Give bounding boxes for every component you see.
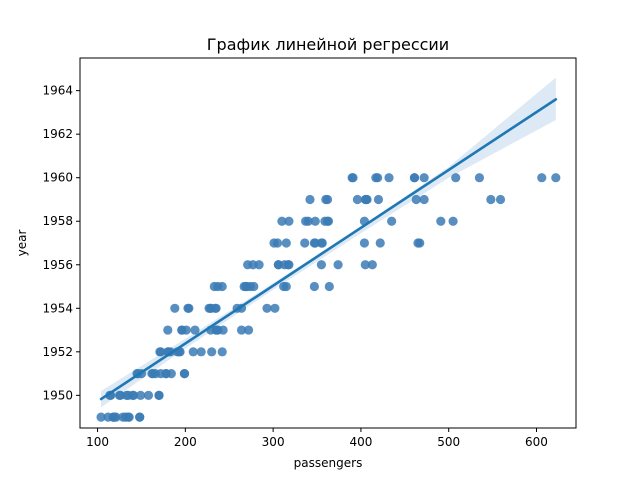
scatter-point — [387, 216, 397, 226]
scatter-point — [96, 412, 106, 422]
scatter-point — [360, 260, 370, 270]
scatter-point — [124, 412, 134, 422]
scatter-point — [279, 281, 289, 292]
scatter-point — [360, 194, 370, 205]
scatter-point — [495, 194, 506, 205]
scatter-point — [272, 238, 283, 248]
scatter-point — [273, 260, 283, 270]
y-tick-label: 1954 — [42, 301, 73, 315]
scatter-point — [243, 260, 253, 270]
scatter-point — [243, 325, 254, 335]
plot-area — [96, 77, 561, 422]
x-tick-label: 200 — [174, 435, 197, 449]
x-axis: 100 200 300 400 500 600 — [86, 428, 548, 449]
scatter-point — [316, 238, 327, 248]
scatter-point — [217, 347, 227, 357]
scatter-point — [156, 347, 166, 357]
y-tick-label: 1956 — [42, 258, 73, 272]
x-tick-label: 100 — [86, 435, 109, 449]
scatter-point — [108, 412, 118, 422]
scatter-point — [309, 238, 319, 248]
scatter-point — [305, 194, 315, 205]
x-axis-label: passengers — [294, 456, 363, 470]
scatter-point — [114, 390, 125, 400]
scatter-point — [181, 325, 191, 335]
regression-line — [99, 98, 558, 401]
scatter-point — [135, 390, 146, 400]
scatter-point — [367, 260, 377, 270]
scatter-point — [551, 173, 561, 183]
y-tick-label: 1952 — [42, 345, 73, 359]
scatter-point — [320, 216, 330, 226]
x-tick-label: 600 — [525, 435, 548, 449]
x-tick-label: 500 — [437, 435, 460, 449]
scatter-point — [474, 173, 485, 183]
scatter-point — [316, 260, 327, 270]
y-tick-label: 1960 — [42, 171, 73, 185]
scatter-point — [166, 368, 176, 379]
scatter-point — [451, 173, 461, 183]
y-tick-label: 1962 — [42, 127, 73, 141]
scatter-point — [411, 194, 421, 205]
scatter-point — [190, 325, 200, 335]
x-tick-label: 400 — [349, 435, 372, 449]
scatter-point — [436, 216, 446, 226]
scatter-point — [373, 173, 383, 183]
scatter-point — [419, 173, 429, 183]
scatter-point — [419, 194, 429, 205]
scatter-point — [206, 303, 216, 313]
chart-title: График линейной регрессии — [207, 35, 449, 54]
scatter-point — [359, 238, 370, 248]
scatter-point — [537, 173, 547, 183]
scatter-point — [309, 281, 319, 292]
scatter-point — [284, 216, 294, 226]
y-tick-label: 1958 — [42, 214, 73, 228]
scatter-point — [415, 238, 425, 248]
scatter-point — [249, 281, 259, 292]
scatter-point — [207, 347, 217, 357]
scatter-point — [196, 347, 206, 357]
scatter-point — [281, 238, 291, 248]
y-tick-label: 1964 — [42, 84, 73, 98]
y-tick-label: 1950 — [42, 388, 73, 402]
scatter-point — [213, 281, 223, 292]
scatter-point — [270, 303, 280, 313]
scatter-point — [163, 325, 173, 335]
y-axis: 1950 1952 1954 1956 1958 1960 1962 1964 — [42, 84, 80, 402]
scatter-point — [236, 325, 247, 335]
scatter-point — [170, 303, 180, 313]
scatter-point — [183, 303, 193, 313]
x-tick-label: 300 — [262, 435, 285, 449]
scatter-point — [143, 390, 154, 400]
scatter-point — [409, 173, 420, 183]
scatter-point — [179, 368, 190, 379]
scatter-point — [300, 238, 310, 248]
scatter-point — [188, 347, 198, 357]
scatter-point — [375, 238, 385, 248]
scatter-point — [486, 194, 496, 205]
scatter-point — [301, 216, 311, 226]
scatter-point — [347, 173, 357, 183]
scatter-point — [284, 260, 294, 270]
y-axis-label: year — [15, 230, 29, 257]
scatter-point — [373, 194, 384, 205]
scatter-point — [262, 303, 272, 313]
scatter-point — [277, 216, 287, 226]
scatter-point — [150, 368, 161, 379]
scatter-point — [128, 390, 138, 400]
scatter-point — [154, 390, 164, 400]
scatter-point — [322, 194, 333, 205]
scatter-point — [384, 173, 394, 183]
scatter-point — [135, 412, 145, 422]
scatter-point — [310, 216, 320, 226]
plot-frame — [79, 57, 577, 429]
scatter-point — [448, 216, 458, 226]
scatter-point — [333, 260, 343, 270]
scatter-point — [324, 281, 334, 292]
scatter-point — [213, 325, 223, 335]
scatter-point — [352, 194, 363, 205]
